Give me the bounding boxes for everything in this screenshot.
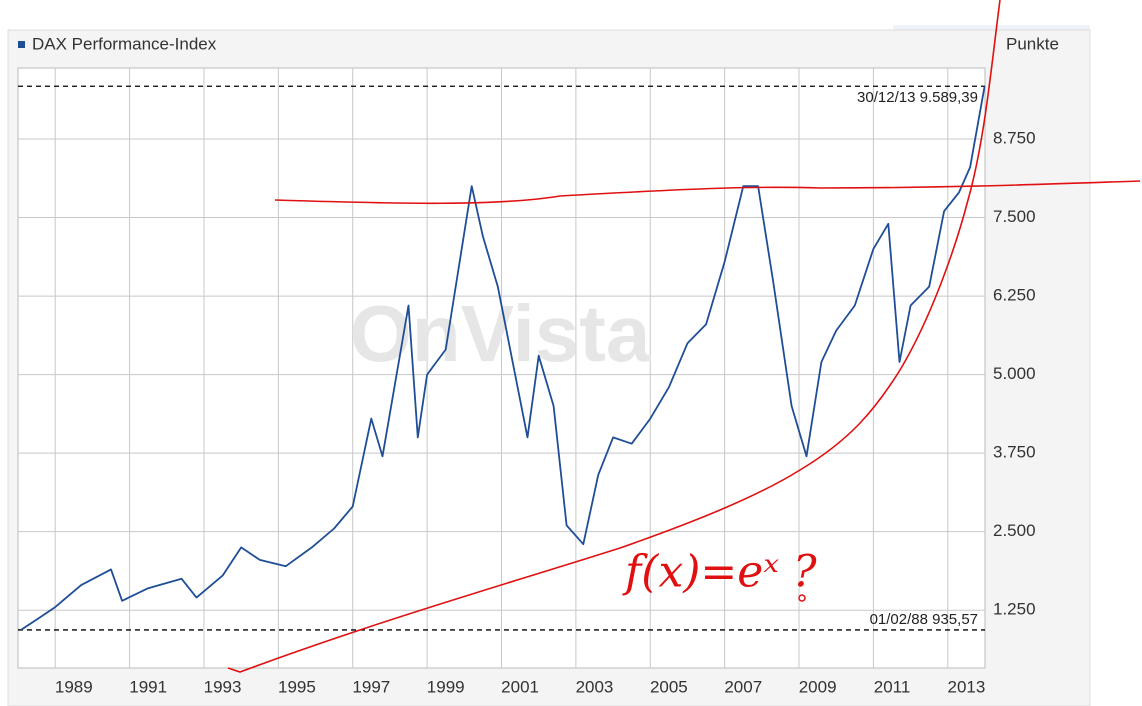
hand-drawn-resistance [274,180,1141,205]
x-tick-label: 2005 [650,677,688,696]
x-tick-label: 2009 [799,677,837,696]
reference-label: 30/12/13 9.589,39 [857,89,978,106]
y-tick-label: 3.750 [993,443,1036,462]
x-tick-label: 1999 [427,677,465,696]
x-tick-label: 1995 [278,677,316,696]
x-tick-label: 1991 [129,677,167,696]
hand-dot [798,594,806,602]
x-tick-label: 1993 [204,677,242,696]
x-tick-label: 2001 [501,677,539,696]
legend-label: DAX Performance-Index [32,34,217,53]
x-tick-label: 2003 [576,677,614,696]
grid [18,68,985,668]
x-tick-label: 2013 [947,677,985,696]
y-tick-label: 1.250 [993,600,1036,619]
x-tick-label: 1989 [55,677,93,696]
legend-swatch [18,41,25,48]
y-tick-label: 2.500 [993,521,1036,540]
hand-drawn-curve [227,0,1001,673]
handwritten-annotation: f(x)=eˣ ? [622,547,817,598]
y-tick-label: 8.750 [993,128,1036,147]
reference-label: 01/02/88 935,57 [870,611,978,628]
data-line [20,86,986,631]
x-tick-label: 2007 [724,677,762,696]
x-tick-label: 1997 [352,677,390,696]
x-tick-label: 2011 [874,677,911,696]
marks [18,85,986,631]
watermark: OnVista [350,289,651,378]
y-tick-label: 7.500 [993,207,1036,226]
y-tick-label: 5.000 [993,364,1036,383]
y-axis-label: Punkte [1006,34,1059,53]
y-tick-label: 6.250 [993,286,1036,305]
